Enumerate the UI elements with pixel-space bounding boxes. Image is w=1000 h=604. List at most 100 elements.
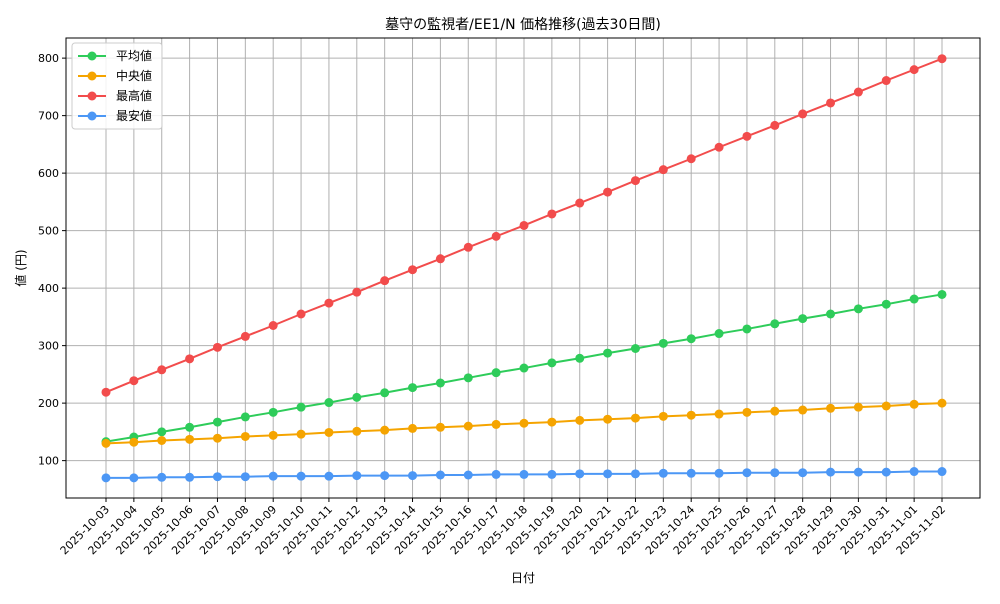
data-point <box>798 109 808 119</box>
data-point <box>547 358 557 368</box>
data-point <box>853 402 863 412</box>
data-point <box>324 471 334 481</box>
data-point <box>268 321 278 330</box>
legend-label: 最安値 <box>116 108 152 123</box>
data-point <box>463 242 473 252</box>
data-point <box>352 426 362 436</box>
y-tick-label: 200 <box>38 397 59 410</box>
data-point <box>129 473 139 483</box>
data-point <box>408 265 418 275</box>
grid-lines <box>66 38 980 498</box>
data-point <box>853 467 863 477</box>
data-point <box>519 363 529 373</box>
data-point <box>881 299 891 309</box>
data-point <box>853 87 863 97</box>
data-point <box>463 421 473 431</box>
data-point <box>937 467 947 477</box>
data-point <box>826 309 836 319</box>
y-tick-label: 800 <box>38 52 59 65</box>
data-point <box>714 329 724 339</box>
data-point <box>408 471 418 481</box>
series-1 <box>101 289 947 447</box>
data-point <box>937 398 947 408</box>
data-point <box>380 388 390 398</box>
data-point <box>240 331 250 341</box>
data-point <box>603 469 613 479</box>
y-axis: 100 200 300 400 500 600 700 800 <box>38 52 66 468</box>
data-point <box>324 398 334 408</box>
data-point <box>742 131 752 141</box>
data-point <box>296 402 306 412</box>
data-point <box>575 415 585 425</box>
data-point <box>798 468 808 478</box>
legend-label: 平均値 <box>116 48 152 63</box>
data-point <box>742 468 752 478</box>
data-point <box>212 417 222 427</box>
data-point <box>658 165 668 175</box>
series-2 <box>101 398 947 448</box>
y-tick-label: 100 <box>38 455 59 468</box>
data-point <box>380 471 390 481</box>
data-point <box>157 472 167 482</box>
data-point <box>575 198 585 208</box>
series-3 <box>101 54 947 397</box>
data-point <box>770 319 780 329</box>
data-point <box>798 405 808 415</box>
legend-item: 中央値 <box>78 68 152 83</box>
data-point <box>296 429 306 439</box>
data-point <box>240 472 250 482</box>
data-point <box>603 414 613 424</box>
data-point <box>630 176 640 186</box>
data-point <box>380 276 390 286</box>
data-point <box>630 413 640 423</box>
legend-label: 最高値 <box>116 88 152 103</box>
data-point <box>714 409 724 419</box>
data-point <box>630 469 640 479</box>
data-point <box>519 469 529 479</box>
legend-item: 最高値 <box>78 88 152 103</box>
data-point <box>909 399 919 409</box>
data-point <box>714 142 724 152</box>
data-point <box>826 403 836 413</box>
data-point <box>491 469 501 479</box>
data-point <box>268 407 278 417</box>
data-point <box>101 387 111 397</box>
series-4 <box>101 467 947 483</box>
y-axis-label: 値 (円) <box>13 249 28 286</box>
data-point <box>129 437 139 447</box>
data-point <box>491 231 501 241</box>
data-point <box>463 373 473 383</box>
data-point <box>714 468 724 478</box>
x-axis-label: 日付 <box>511 571 535 585</box>
data-point <box>770 468 780 478</box>
data-point <box>491 419 501 429</box>
data-point <box>408 423 418 433</box>
plot-area-frame <box>65 37 981 499</box>
data-point <box>909 467 919 477</box>
data-point <box>881 467 891 477</box>
data-point <box>157 436 167 445</box>
data-point <box>826 467 836 477</box>
data-point <box>101 438 111 448</box>
y-tick-label: 600 <box>38 167 59 180</box>
data-point <box>881 401 891 411</box>
data-point <box>296 471 306 481</box>
data-point <box>408 383 418 393</box>
y-tick-label: 700 <box>38 110 59 123</box>
data-point <box>519 418 529 428</box>
data-point <box>630 344 640 353</box>
data-point <box>435 254 445 264</box>
data-point <box>909 65 919 75</box>
data-point <box>742 324 752 334</box>
legend-marker <box>87 111 97 121</box>
data-point <box>185 434 195 444</box>
data-point <box>463 470 473 480</box>
data-point <box>129 376 139 386</box>
data-point <box>435 378 445 388</box>
data-point <box>519 220 529 230</box>
data-point <box>686 410 696 420</box>
data-point <box>547 469 557 479</box>
data-point <box>212 342 222 352</box>
